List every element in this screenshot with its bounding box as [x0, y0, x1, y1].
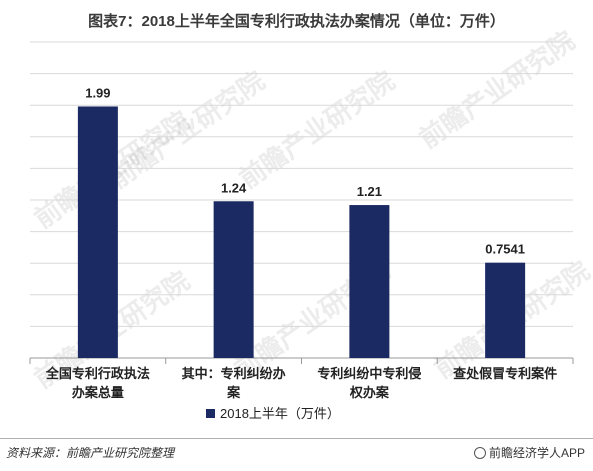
brand-footer: 前瞻经济学人APP [473, 444, 585, 461]
legend-swatch [206, 409, 215, 418]
brand-logo-icon [473, 447, 486, 459]
x-tick-label: 查处假冒专利案件 [452, 366, 557, 381]
x-tick-label: 权办案 [349, 385, 390, 400]
bar [485, 262, 526, 358]
x-tick-label: 全国专利行政执法 [45, 366, 150, 381]
bar [213, 201, 254, 358]
x-tick-label: 专利纠纷中专利侵 [317, 366, 421, 381]
footer-divider [0, 438, 593, 439]
data-label: 1.21 [357, 184, 382, 199]
x-tick-label: 其中：专利纠纷办 [182, 366, 286, 381]
bar [77, 106, 118, 359]
chart-title: 图表7：2018上半年全国专利行政执法办案情况（单位：万件） [88, 13, 505, 30]
data-label: 1.99 [85, 85, 110, 100]
legend-label: 2018上半年（万件） [220, 406, 340, 421]
x-tick-label: 案 [226, 385, 241, 400]
brand-name: 前瞻经济学人APP [488, 446, 585, 460]
source-note: 资料来源：前瞻产业研究院整理 [6, 446, 175, 460]
data-label: 0.7541 [485, 242, 525, 257]
data-label: 1.24 [221, 180, 247, 195]
x-tick-label: 办案总量 [72, 385, 124, 400]
bar [349, 205, 390, 358]
